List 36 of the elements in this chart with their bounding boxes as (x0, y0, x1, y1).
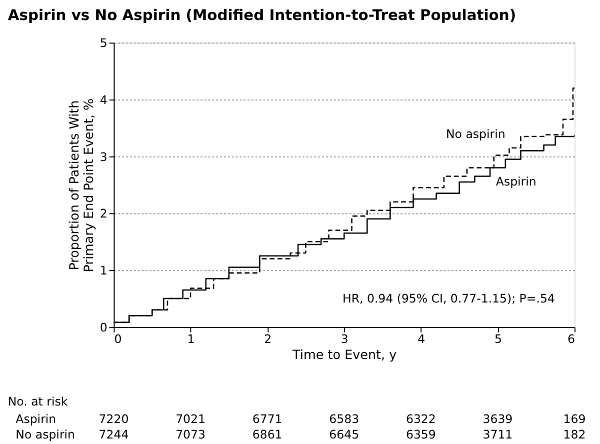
x-tick-label: 1 (187, 332, 195, 346)
text: 6583 (329, 412, 360, 426)
series-label: Aspirin (496, 174, 536, 188)
y-tick-label: 3 (100, 150, 108, 164)
text: 7220 (98, 412, 129, 426)
text: 7021 (176, 412, 206, 426)
text: 3711 (482, 428, 513, 442)
text: 6771 (252, 412, 282, 426)
text: 6322 (406, 412, 436, 426)
x-tick-label: 3 (340, 332, 348, 346)
text: 6359 (406, 428, 436, 442)
series-label: No aspirin (446, 127, 506, 142)
text: 3639 (482, 412, 513, 426)
annotation: HR, 0.94 (95% CI, 0.77-1.15); P=.54 (342, 291, 555, 306)
y-tick-label: 0 (100, 320, 108, 334)
y-tick-label: 5 (100, 36, 108, 50)
text: Aspirin (16, 412, 56, 426)
text: 6645 (329, 428, 360, 442)
text: No. at risk (8, 394, 68, 408)
x-tick-label: 4 (418, 332, 426, 346)
text: 169 (563, 412, 586, 426)
x-tick-label: 5 (494, 332, 502, 346)
x-tick-label: 2 (264, 332, 272, 346)
text: No aspirin (16, 428, 75, 442)
text: 7244 (98, 428, 129, 442)
y-tick-label: 1 (100, 264, 108, 278)
chart-title: Aspirin vs No Aspirin (Modified Intention-to-Treat Population) (8, 7, 516, 24)
y-axis-title: Proportion of Patients With Primary End Point Event, % (67, 98, 98, 272)
y-tick-label: 2 (100, 206, 108, 221)
x-tick-label: 0 (114, 332, 122, 346)
y-tick-label: 4 (100, 92, 108, 107)
text: 182 (563, 428, 586, 442)
x-tick-label: 6 (568, 332, 575, 346)
text: 7073 (176, 428, 206, 442)
text: 6861 (252, 428, 282, 442)
x-axis-title: Time to Event, y (292, 348, 398, 363)
